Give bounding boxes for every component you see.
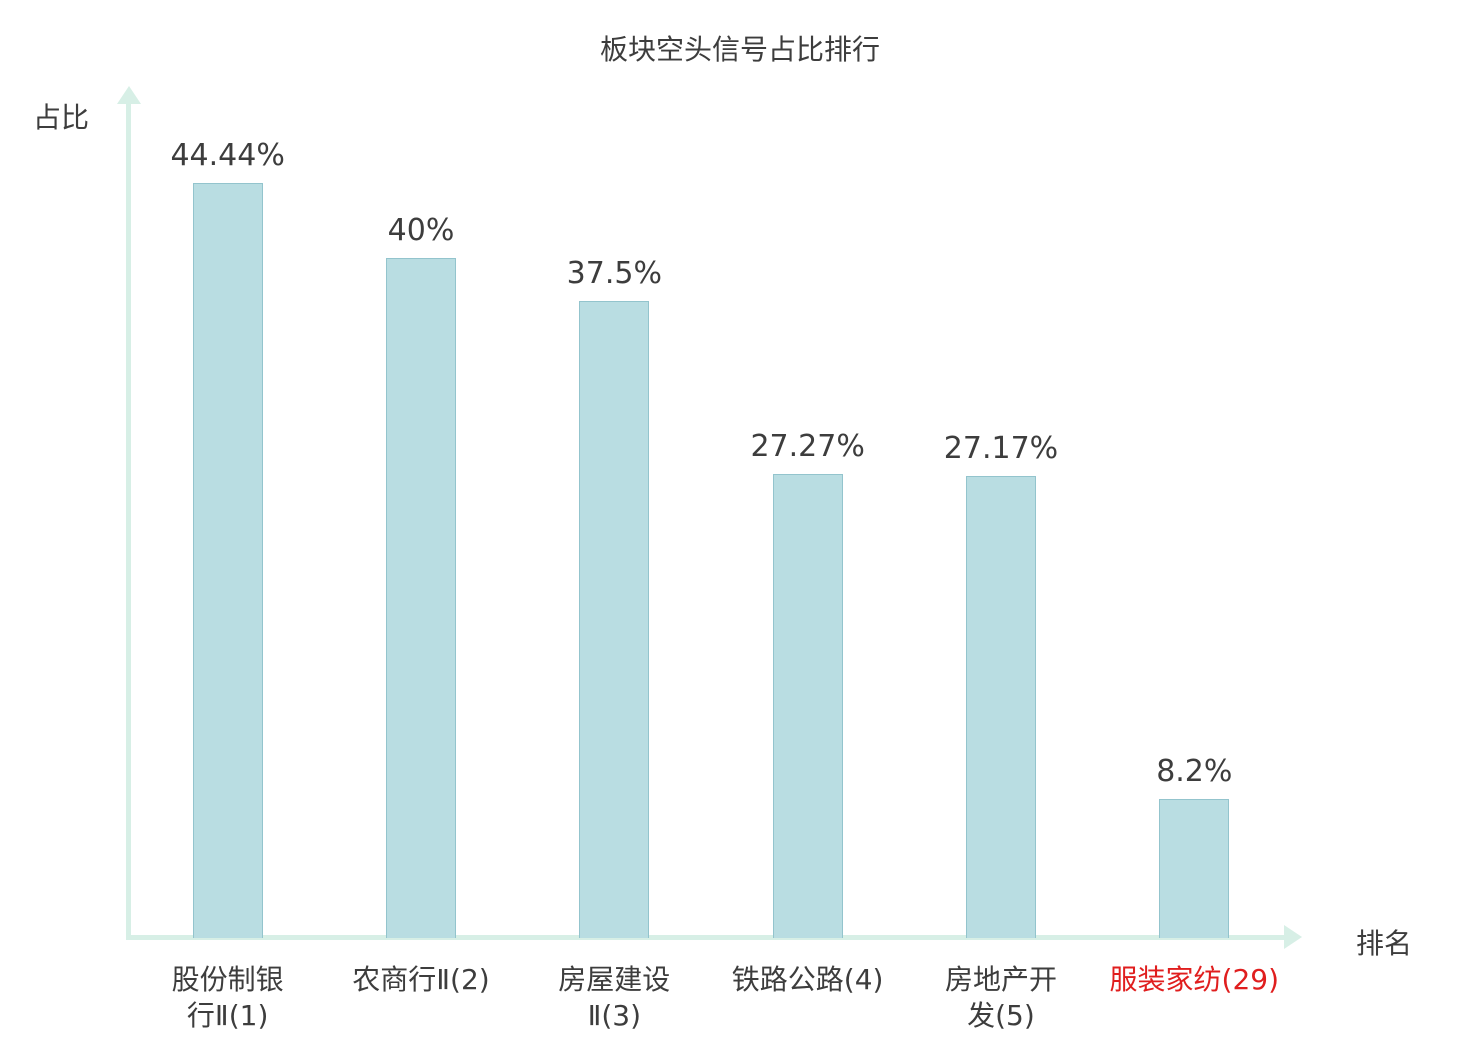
category-label: 房屋建设 Ⅱ(3) bbox=[558, 963, 671, 1033]
bar-column: 8.2% bbox=[1098, 754, 1291, 938]
bar bbox=[192, 182, 263, 938]
value-label: 44.44% bbox=[170, 137, 285, 173]
category-label: 服装家纺(29) bbox=[1109, 963, 1280, 996]
y-axis-arrow-icon bbox=[117, 86, 141, 104]
x-axis-label: 排名 bbox=[1356, 927, 1413, 960]
chart-title: 板块空头信号占比排行 bbox=[599, 33, 880, 66]
bar-column: 27.27% bbox=[711, 429, 904, 938]
category-label: 房地产开 发(5) bbox=[944, 963, 1057, 1033]
x-axis-arrow-icon bbox=[1284, 925, 1302, 949]
bar-column: 37.5% bbox=[518, 255, 711, 938]
bar-column: 44.44% bbox=[131, 138, 324, 938]
category-label: 农商行Ⅱ(2) bbox=[352, 963, 490, 996]
y-axis-line bbox=[126, 104, 131, 940]
bars: 44.44% 40% 37.5% 27.27% 27.17% 8.2% bbox=[131, 98, 1291, 938]
bar bbox=[1159, 798, 1230, 938]
category-labels: 股份制银 行Ⅱ(1) 农商行Ⅱ(2) 房屋建设 Ⅱ(3) 铁路公路(4) 房地产开 发(… bbox=[131, 962, 1291, 1035]
y-axis-label: 占比 bbox=[33, 101, 90, 134]
bar-column: 27.17% bbox=[904, 431, 1097, 938]
value-label: 37.5% bbox=[566, 255, 662, 291]
bar bbox=[385, 258, 456, 938]
bar-column: 40% bbox=[324, 213, 517, 938]
bar bbox=[579, 300, 650, 938]
value-label: 40% bbox=[387, 213, 455, 248]
value-label: 8.2% bbox=[1156, 753, 1233, 789]
value-label: 27.17% bbox=[943, 431, 1059, 467]
bar bbox=[965, 476, 1036, 938]
value-label: 27.27% bbox=[750, 429, 865, 465]
bar bbox=[772, 474, 843, 938]
category-label: 股份制银 行Ⅱ(1) bbox=[171, 963, 284, 1033]
x-axis-line bbox=[126, 935, 1286, 940]
category-label: 铁路公路(4) bbox=[731, 963, 884, 996]
